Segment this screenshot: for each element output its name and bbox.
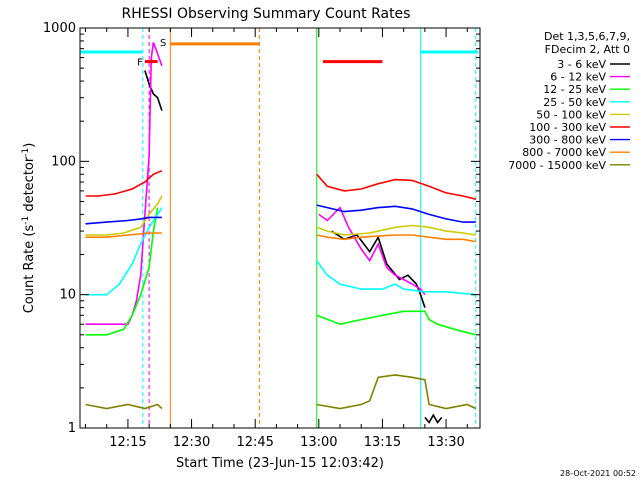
x-tick-label-13-00: 13:00: [300, 435, 337, 450]
legend-header-line-0: Det 1,3,5,6,7,9,: [544, 30, 630, 43]
x-tick-label-13-30: 13:30: [427, 435, 464, 450]
series-line-50-100-kev-seg-0: [85, 195, 163, 236]
series-line-12-25-kev-seg-0: [85, 207, 159, 336]
x-tick-label-12-15: 12:15: [109, 435, 146, 450]
legend-header-line-1: FDecim 2, Att 0: [545, 43, 630, 56]
series-line-6-12-kev-seg-0: [85, 42, 163, 326]
plot-area: FS: [80, 28, 478, 428]
series-line-3-6-kev-seg-0: [144, 70, 163, 111]
series-line-12-25-kev-seg-1: [316, 310, 477, 336]
series-line-800-7000-kev-seg-1: [316, 234, 476, 243]
x-axis-label: Start Time (23-Jun-15 12:03:42): [176, 456, 384, 471]
series-line-800-7000-kev-seg-0: [85, 232, 162, 238]
chart-title: RHESSI Observing Summary Count Rates: [122, 6, 411, 22]
legend-label-6-12-kev: 6 - 12 keV: [550, 71, 606, 84]
legend-label-100-300-kev: 100 - 300 keV: [529, 121, 606, 134]
series-7000-15000-kev: [85, 374, 477, 410]
series-line-25-50-kev-seg-0: [85, 207, 163, 296]
y-axis-label: Count Rate (s-1 detector-1): [21, 143, 37, 314]
x-tick-label-13-15: 13:15: [364, 435, 401, 450]
legend-label-800-7000-kev: 800 - 7000 keV: [522, 146, 606, 159]
y-label-sup2: -1: [21, 148, 31, 157]
x-tick-label-12-45: 12:45: [236, 435, 273, 450]
series-line-7000-15000-kev-seg-1: [316, 374, 477, 410]
orange-bar-label: S: [160, 38, 166, 49]
y-tick-label-10: 10: [59, 288, 76, 303]
series-line-100-300-kev-seg-0: [85, 169, 163, 197]
legend-label-25-50-kev: 25 - 50 keV: [543, 96, 606, 109]
flare-label: F: [137, 58, 143, 69]
legend-label-12-25-kev: 12 - 25 keV: [543, 83, 606, 96]
series-line-50-100-kev-seg-1: [316, 224, 476, 236]
legend-label-50-100-kev: 50 - 100 keV: [536, 108, 606, 121]
series-line-300-800-kev-seg-1: [316, 204, 476, 223]
plot-frame: [79, 27, 481, 429]
series-line-25-50-kev-seg-1: [316, 260, 476, 296]
legend-label-300-800-kev: 300 - 800 keV: [529, 134, 606, 147]
legend-label-7000-15000-kev: 7000 - 15000 keV: [508, 159, 606, 172]
axes: 1 10 100 1000 12:15 12:30 12:45 13:00 13:15 13:30: [43, 21, 480, 450]
series-6-12-kev: [85, 42, 426, 326]
series-line-3-6-kev-seg-2: [424, 413, 443, 424]
series-12-25-kev: [85, 207, 477, 336]
y-label-mid: detector: [22, 156, 37, 216]
series-line-6-12-kev-seg-1: [318, 206, 426, 296]
series-25-50-kev: [85, 207, 476, 296]
y-tick-label-100: 100: [51, 154, 76, 169]
x-tick-label-12-30: 12:30: [173, 435, 210, 450]
series-line-300-800-kev-seg-0: [85, 216, 162, 225]
y-tick-label-1000: 1000: [43, 21, 76, 36]
y-tick-label-1: 1: [68, 421, 76, 436]
timestamp: 28-Oct-2021 00:52: [560, 469, 636, 478]
legend-label-3-6-kev: 3 - 6 keV: [557, 58, 606, 71]
series-300-800-kev: [85, 204, 476, 225]
series-line-7000-15000-kev-seg-0: [85, 403, 163, 410]
series-50-100-kev: [85, 195, 476, 236]
series-line-100-300-kev-seg-1: [316, 173, 476, 200]
series-100-300-kev: [85, 169, 476, 200]
y-label-main: Count Rate (s: [22, 225, 37, 314]
legend: Det 1,3,5,6,7,9,FDecim 2, Att 0 3 - 6 keV…: [508, 30, 630, 172]
y-label-end: ): [22, 143, 37, 148]
series-800-7000-kev: [85, 232, 476, 243]
y-label-sup1: -1: [21, 216, 31, 225]
